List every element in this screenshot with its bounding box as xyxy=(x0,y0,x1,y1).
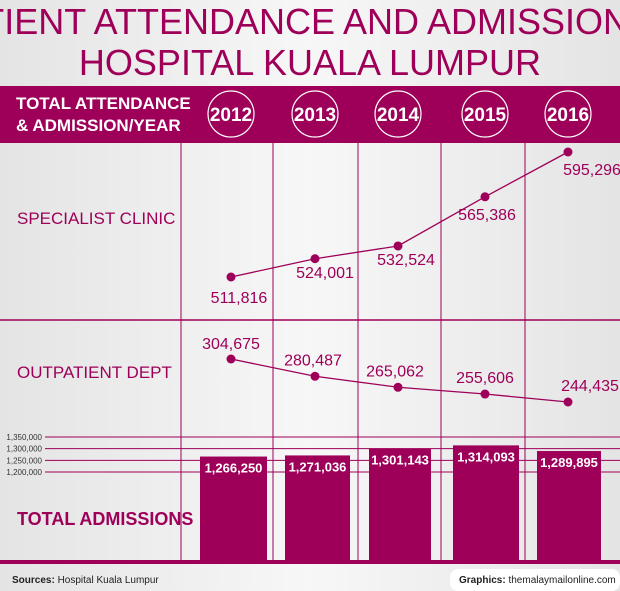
year-circle-2015 xyxy=(461,90,509,138)
y-tick-label: 1,250,000 xyxy=(6,456,42,465)
header-band xyxy=(0,86,620,143)
specialist-clinic-point-2016 xyxy=(563,147,573,157)
outpatient-dept-value-label: 280,487 xyxy=(284,352,342,369)
outpatient-dept-value-label: 255,606 xyxy=(456,370,514,387)
admission-bar-2013 xyxy=(285,455,350,560)
year-circle-2016 xyxy=(544,90,592,138)
specialist-clinic-label: SPECIALIST CLINIC xyxy=(17,209,175,228)
admission-value-label: 1,271,036 xyxy=(289,459,347,474)
outpatient-dept-point-2016 xyxy=(563,397,573,407)
header-label-line-1: TOTAL ATTENDANCE xyxy=(16,94,191,113)
y-tick-label: 1,200,000 xyxy=(6,468,42,477)
outpatient-dept-point-2012 xyxy=(226,354,236,364)
admission-bar-2014 xyxy=(369,448,431,560)
admission-value-label: 1,314,093 xyxy=(457,449,515,464)
specialist-clinic-value-label: 511,816 xyxy=(211,290,268,307)
outpatient-dept-point-2014 xyxy=(393,382,403,392)
year-label-2015: 2015 xyxy=(464,105,507,126)
outpatient-dept-value-label: 304,675 xyxy=(202,336,260,353)
outpatient-dept-point-2015 xyxy=(480,389,490,399)
outpatient-dept-point-2013 xyxy=(310,371,320,381)
y-tick-label: 1,350,000 xyxy=(6,433,42,442)
specialist-clinic-point-2014 xyxy=(393,241,403,251)
year-circle-2013 xyxy=(291,90,339,138)
outpatient-dept-value-label: 265,062 xyxy=(366,363,424,380)
graphics-credit: Graphics: themalaymailonline.com xyxy=(459,575,616,586)
header-label-line-2: & ADMISSION/YEAR xyxy=(16,116,181,135)
outpatient-dept-value-label: 244,435 xyxy=(561,378,619,395)
sources-credit: Sources: Hospital Kuala Lumpur xyxy=(12,575,159,586)
specialist-clinic-point-2012 xyxy=(226,272,236,282)
bottom-rule xyxy=(0,560,620,564)
year-label-2012: 2012 xyxy=(210,105,252,126)
total-admissions-label: TOTAL ADMISSIONS xyxy=(17,509,193,529)
admission-value-label: 1,289,895 xyxy=(540,455,598,470)
specialist-clinic-point-2013 xyxy=(310,254,320,264)
title-line-2: HOSPITAL KUALA LUMPUR xyxy=(79,42,541,83)
specialist-clinic-value-label: 595,296 xyxy=(563,162,620,179)
admission-value-label: 1,266,250 xyxy=(205,461,263,476)
year-circle-2012 xyxy=(207,90,255,138)
admission-bar-2016 xyxy=(537,451,601,560)
admission-bar-2012 xyxy=(200,456,267,560)
year-circle-2014 xyxy=(374,90,422,138)
specialist-clinic-value-label: 532,524 xyxy=(377,252,435,269)
y-tick-label: 1,300,000 xyxy=(6,445,42,454)
specialist-clinic-value-label: 524,001 xyxy=(296,265,354,282)
year-label-2016: 2016 xyxy=(547,105,589,126)
admission-bar-2015 xyxy=(453,445,519,560)
specialist-clinic-point-2015 xyxy=(480,192,490,202)
admission-value-label: 1,301,143 xyxy=(371,452,429,467)
specialist-clinic-value-label: 565,386 xyxy=(458,207,516,224)
year-label-2013: 2013 xyxy=(294,105,336,126)
title-line-1: PATIENT ATTENDANCE AND ADMISSION AT xyxy=(0,1,620,42)
graphics-credit-box xyxy=(450,569,620,591)
outpatient-dept-label: OUTPATIENT DEPT xyxy=(17,363,172,382)
year-label-2014: 2014 xyxy=(377,105,420,126)
